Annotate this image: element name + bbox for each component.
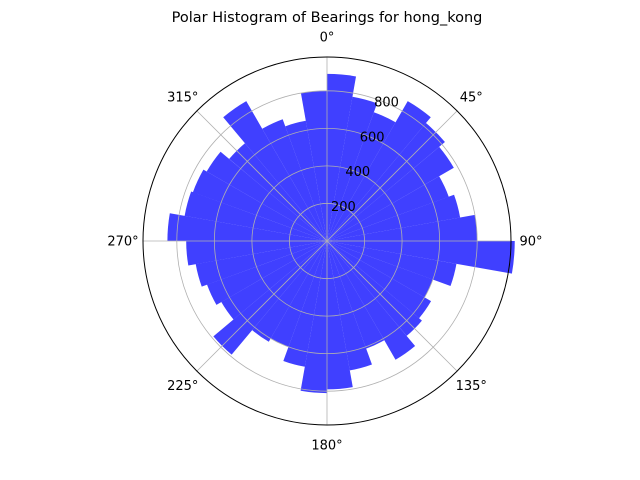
histogram-bar-160deg	[327, 241, 372, 371]
angular-gridline-225	[196, 240, 328, 372]
histogram-bar-270deg	[167, 213, 327, 241]
theta-tick-label-270: 270°	[107, 235, 138, 250]
histogram-bar-190deg	[283, 241, 327, 367]
angular-gridline-45	[326, 110, 458, 242]
histogram-bar-50deg	[327, 146, 454, 241]
histogram-bar-140deg	[327, 241, 416, 360]
radial-tick-label-800: 800	[374, 96, 399, 111]
histogram-bar-100deg	[327, 241, 457, 286]
histogram-bar-240deg	[207, 241, 327, 305]
histogram-bar-120deg	[327, 241, 432, 319]
histogram-bar-320deg	[223, 101, 327, 241]
histogram-bar-340deg	[285, 120, 327, 241]
theta-tick-labels: 0° 45° 90° 135° 180° 225° 270° 315°	[107, 31, 542, 454]
histogram-bar-0deg	[327, 73, 357, 242]
histogram-bar-250deg	[195, 241, 327, 287]
histogram-bar-20deg	[327, 112, 396, 241]
histogram-bar-290deg	[192, 169, 327, 241]
histogram-bar-30deg	[327, 101, 431, 241]
histogram-bar-10deg	[327, 96, 378, 241]
histogram-bar-90deg	[327, 241, 515, 274]
polar-outer-ring	[142, 56, 512, 426]
bars-group	[167, 73, 515, 394]
histogram-bar-260deg	[186, 241, 327, 266]
histogram-bar-110deg	[327, 241, 433, 298]
histogram-bar-200deg	[270, 241, 327, 347]
histogram-bar-230deg	[221, 241, 327, 320]
radial-tick-labels: 200 400 600 800	[331, 96, 399, 215]
theta-tick-label-45: 45°	[460, 90, 483, 105]
chart-title: Polar Histogram of Bearings for hong_kon…	[172, 10, 483, 26]
histogram-bar-210deg	[252, 241, 327, 342]
radial-tick-label-200: 200	[331, 200, 356, 215]
radial-tick-label-600: 600	[360, 130, 385, 145]
histogram-bar-60deg	[327, 176, 449, 241]
histogram-bar-180deg	[300, 241, 327, 394]
angular-gridline-315	[196, 110, 328, 242]
theta-tick-label-180: 180°	[311, 439, 342, 454]
radial-tick-label-400: 400	[345, 165, 370, 180]
histogram-bar-330deg	[262, 119, 327, 241]
angular-gridline-135	[326, 240, 458, 372]
theta-tick-label-315: 315°	[167, 90, 198, 105]
theta-tick-label-135: 135°	[456, 379, 487, 394]
grid-group	[143, 57, 511, 425]
theta-tick-label-225: 225°	[167, 379, 198, 394]
theta-tick-label-90: 90°	[519, 235, 542, 250]
theta-tick-label-0: 0°	[320, 31, 335, 46]
histogram-bar-70deg	[327, 194, 461, 241]
histogram-bar-150deg	[327, 241, 385, 349]
